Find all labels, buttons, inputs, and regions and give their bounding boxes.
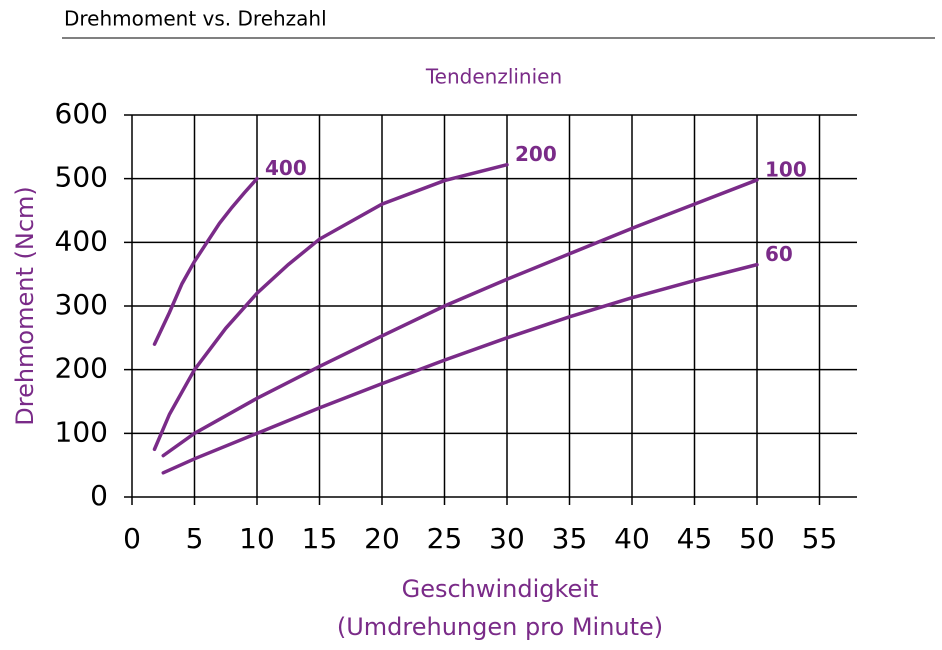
x-tick-label: 35 — [552, 522, 588, 555]
x-tick-label: 30 — [489, 522, 525, 555]
x-axis-label: Geschwindigkeit — [402, 575, 599, 603]
x-tick-label: 0 — [123, 522, 141, 555]
series-label: 400 — [265, 156, 307, 180]
series-label: 100 — [765, 157, 807, 181]
x-tick-label: 15 — [302, 522, 338, 555]
x-tick-label: 55 — [802, 522, 838, 555]
y-tick-label: 600 — [55, 97, 108, 130]
x-tick-label: 10 — [239, 522, 275, 555]
y-tick-label: 200 — [55, 352, 108, 385]
x-tick-label: 50 — [739, 522, 775, 555]
chart-title: Drehmoment vs. Drehzahl — [64, 7, 327, 31]
x-tick-label: 25 — [427, 522, 463, 555]
series-line — [161, 262, 759, 475]
series-line — [152, 162, 509, 451]
y-axis-label: Drehmoment (Ncm) — [11, 186, 39, 426]
x-tick-label: 20 — [364, 522, 400, 555]
y-tick-label: 100 — [55, 415, 108, 448]
series-line — [152, 176, 259, 346]
x-axis-label: (Umdrehungen pro Minute) — [337, 613, 663, 641]
y-tick-label: 300 — [55, 288, 108, 321]
x-tick-label: 45 — [677, 522, 713, 555]
series-label: 60 — [765, 242, 793, 266]
y-tick-label: 500 — [55, 161, 108, 194]
x-tick-label: 40 — [614, 522, 650, 555]
y-tick-label: 0 — [90, 479, 108, 512]
series-line — [161, 178, 759, 458]
y-tick-label: 400 — [55, 224, 108, 257]
chart-subtitle: Tendenzlinien — [425, 65, 562, 89]
series-label: 200 — [515, 142, 557, 166]
x-tick-label: 5 — [186, 522, 204, 555]
